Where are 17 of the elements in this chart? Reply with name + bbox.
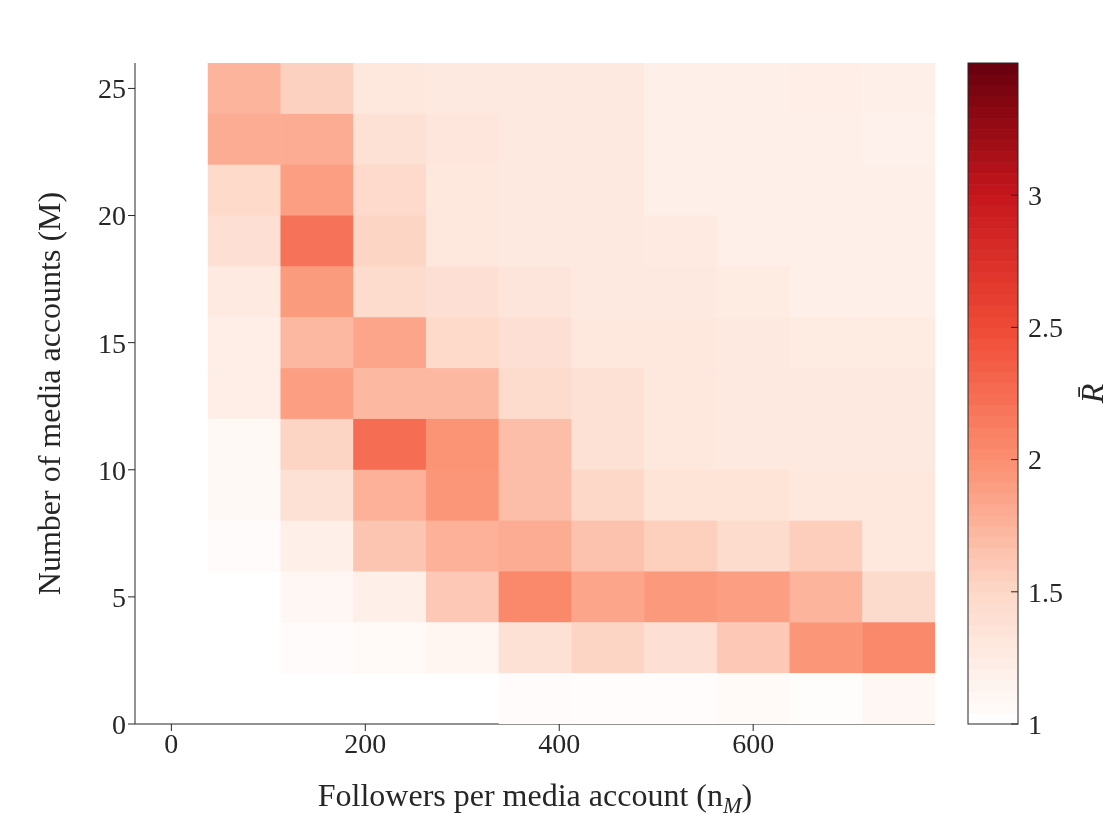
color-bar-title: R̄ (1074, 383, 1110, 405)
y-axis-title: Number of media accounts (M) (31, 191, 67, 596)
x-tick-label: 200 (344, 727, 387, 759)
color-bar-label: 1.5 (1028, 576, 1063, 608)
color-bar-label: 2.5 (1028, 312, 1063, 344)
y-tick-label: 10 (98, 454, 126, 486)
x-tick-label: 400 (538, 727, 581, 759)
x-tick-label: 0 (164, 727, 179, 759)
y-tick-label: 5 (112, 581, 126, 613)
x-axis-title: Followers per media account (n$_{M}$) (317, 777, 753, 818)
color-bar-label: 2 (1028, 444, 1042, 476)
x-tick-label: 600 (732, 727, 775, 759)
y-tick-label: 25 (98, 73, 126, 105)
y-tick-label: 20 (98, 200, 126, 232)
y-tick-label: 15 (98, 327, 126, 359)
color-bar-label: 1 (1028, 708, 1042, 740)
color-bar-label: 3 (1028, 180, 1042, 211)
